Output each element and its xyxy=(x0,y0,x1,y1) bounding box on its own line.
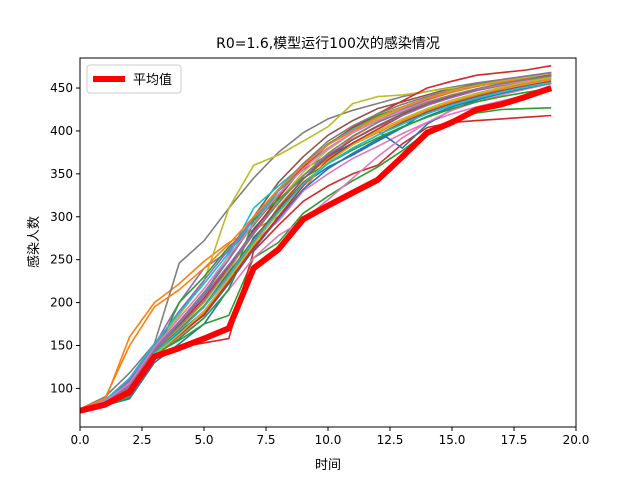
x-tick-label: 0.0 xyxy=(70,433,89,447)
x-tick-label: 10.0 xyxy=(315,433,342,447)
y-tick-label: 350 xyxy=(50,167,73,181)
x-tick-label: 17.5 xyxy=(501,433,528,447)
x-tick-label: 2.5 xyxy=(132,433,151,447)
y-tick-label: 150 xyxy=(50,338,73,352)
y-axis: 100 150 200 250 300 350 400 450 xyxy=(50,81,80,395)
y-tick-label: 200 xyxy=(50,296,73,310)
legend: 平均值 xyxy=(86,64,182,94)
mean-layer xyxy=(80,85,553,414)
x-tick-label: 20.0 xyxy=(563,433,590,447)
mean-line xyxy=(80,85,553,414)
plot-frame xyxy=(79,57,577,428)
simulation-run-line xyxy=(80,75,552,411)
y-axis-title: 感染人数 xyxy=(26,216,42,268)
legend-box xyxy=(86,64,182,94)
chart-title: R0=1.6,模型运行100次的感染情况 xyxy=(216,35,440,52)
simulation-run-line xyxy=(80,75,552,410)
simulation-run-line xyxy=(80,82,552,411)
x-tick-label: 7.5 xyxy=(256,433,275,447)
y-tick-label: 400 xyxy=(50,124,73,138)
y-tick-label: 450 xyxy=(50,81,73,95)
x-tick-label: 5.0 xyxy=(194,433,213,447)
x-tick-label: 15.0 xyxy=(439,433,466,447)
y-tick-label: 100 xyxy=(50,381,73,395)
simulation-run-line xyxy=(80,71,552,410)
x-tick-label: 12.5 xyxy=(377,433,404,447)
legend-mean-label: 平均值 xyxy=(133,72,172,88)
series-layer xyxy=(80,64,552,412)
y-tick-label: 250 xyxy=(50,253,73,267)
y-tick-label: 300 xyxy=(50,210,73,224)
x-axis-title: 时间 xyxy=(315,458,341,473)
x-axis: 0.0 2.5 5.0 7.5 10.0 12.5 15.0 17.5 20.0 xyxy=(70,427,589,447)
